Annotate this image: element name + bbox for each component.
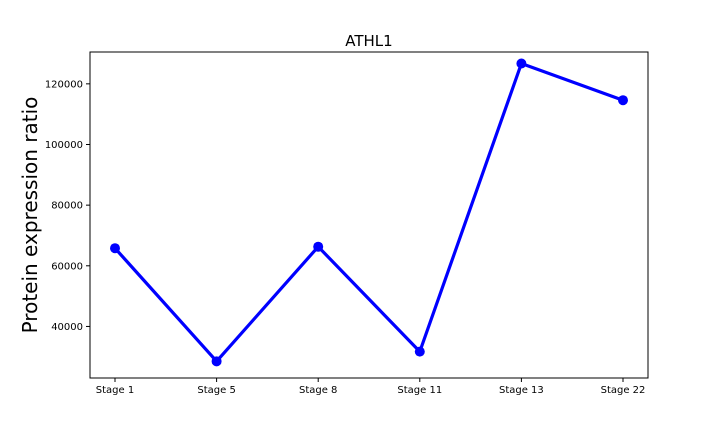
- series-layer: [110, 58, 628, 367]
- y-axis-ticks: 40000 60000 80000 100000 120000: [45, 79, 90, 333]
- y-tick-label: 40000: [51, 322, 83, 333]
- x-tick-label: Stage 5: [197, 385, 235, 396]
- data-point: [516, 58, 527, 69]
- x-axis-ticks: Stage 1 Stage 5 Stage 8 Stage 11 Stage 13 Sta…: [96, 378, 646, 396]
- y-tick-label: 80000: [51, 201, 83, 212]
- x-tick-label: Stage 13: [499, 385, 544, 396]
- x-tick-label: Stage 22: [601, 385, 646, 396]
- x-tick-label: Stage 1: [96, 385, 134, 396]
- x-tick-label: Stage 8: [299, 385, 337, 396]
- data-point: [414, 346, 425, 357]
- y-tick-label: 120000: [45, 79, 83, 90]
- y-tick-label: 100000: [45, 140, 83, 151]
- y-tick-label: 60000: [51, 261, 83, 272]
- x-tick-label: Stage 11: [397, 385, 442, 396]
- y-axis-label: Protein expression ratio: [18, 97, 42, 334]
- series-line: [113, 61, 625, 363]
- plot-area-frame: [89, 51, 649, 379]
- data-point: [618, 95, 628, 106]
- chart-title: ATHL1: [345, 32, 392, 50]
- data-point: [110, 243, 120, 254]
- data-point: [211, 356, 222, 367]
- data-point: [313, 241, 324, 252]
